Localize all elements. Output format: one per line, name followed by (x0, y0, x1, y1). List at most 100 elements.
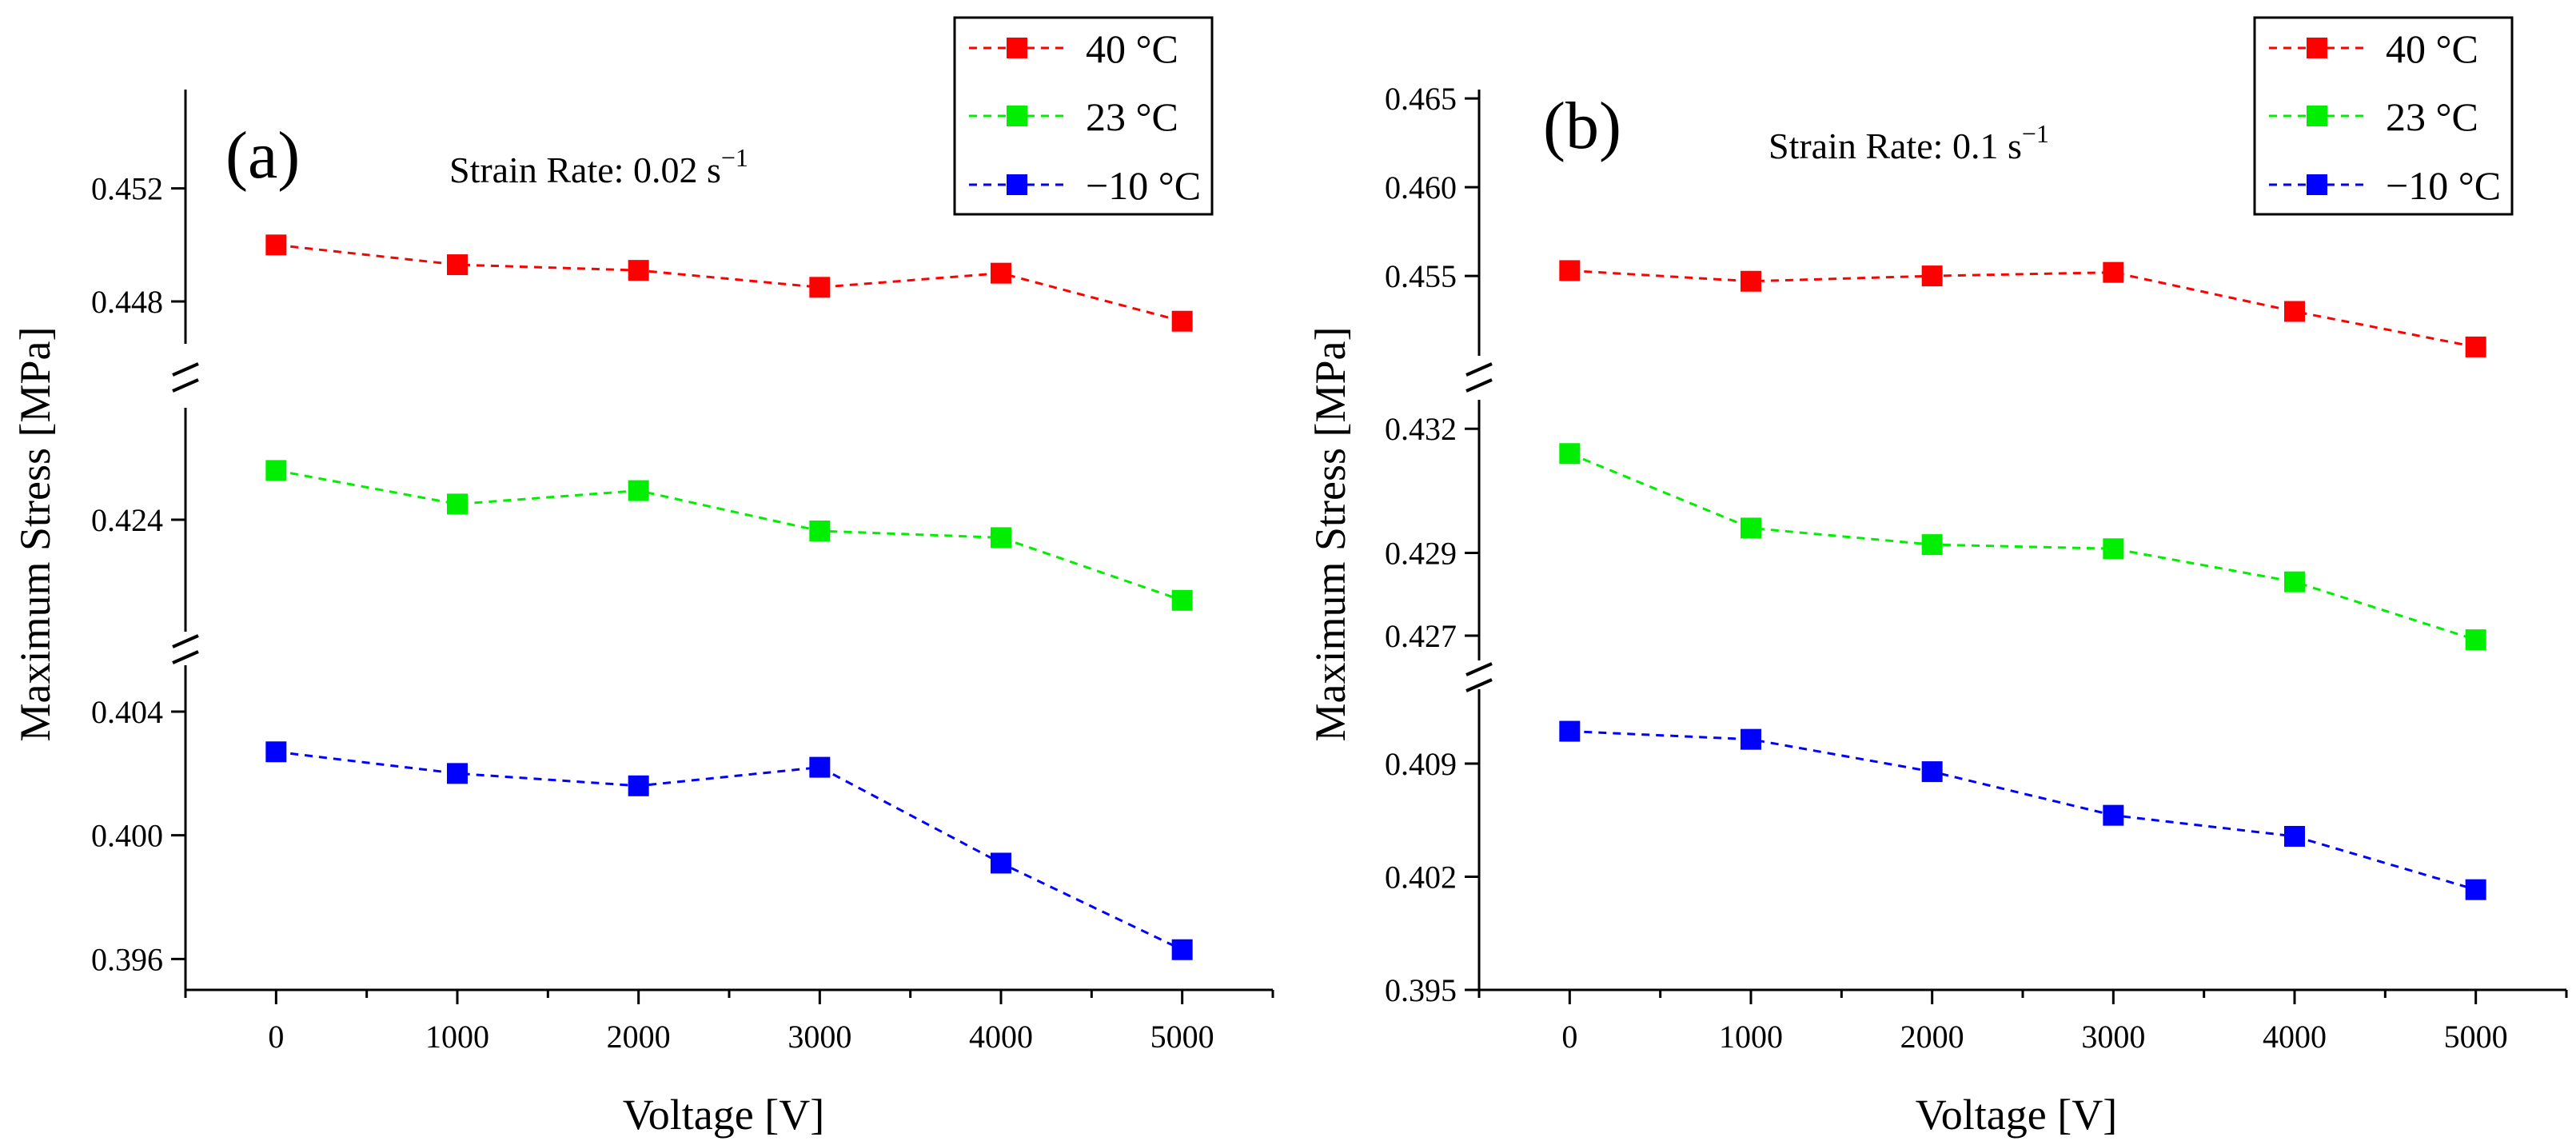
y-tick-label: 0.396 (91, 941, 163, 977)
legend: 40 °C 23 °C −10 °C (2253, 16, 2514, 216)
y-axis-title: Maximum Stress [MPa] (1306, 327, 1354, 742)
data-point (447, 254, 468, 276)
data-point (265, 460, 287, 481)
series-layer (1559, 260, 2486, 900)
data-point (1921, 265, 1943, 287)
data-point (2103, 261, 2124, 283)
x-tick-label: 4000 (969, 1019, 1033, 1055)
x-axis-title: Voltage [V] (623, 1091, 824, 1139)
data-point (2284, 825, 2305, 847)
legend: 40 °C 23 °C −10 °C (953, 16, 1214, 216)
x-tick-label: 3000 (788, 1019, 851, 1055)
y-tick-label: 0.429 (1385, 535, 1457, 571)
series-line (276, 469, 1183, 602)
y-tick-label: 0.465 (1385, 81, 1457, 117)
x-tick-label: 0 (1561, 1019, 1577, 1055)
data-point (991, 262, 1011, 284)
axis-break-mark (1465, 378, 1493, 393)
x-tick-label: 1000 (425, 1019, 489, 1055)
legend-entry: 23 °C (2269, 94, 2478, 139)
axis-break-mark (1465, 362, 1493, 377)
legend-label: 40 °C (1086, 26, 1178, 71)
legend-label: 23 °C (1086, 94, 1178, 139)
data-point (1559, 720, 1581, 742)
x-tick-label: 5000 (2444, 1019, 2508, 1055)
panel-label: (b) (1543, 89, 1621, 163)
chart-panel-a: (a) Strain Rate: 0.02 s−1 Voltage [V] Ma… (11, 16, 1274, 1139)
legend-entry: −10 °C (969, 163, 1201, 208)
legend-label: −10 °C (2386, 163, 2501, 208)
data-point (991, 527, 1011, 549)
x-axis-title: Voltage [V] (1916, 1091, 2117, 1139)
data-point (628, 260, 649, 281)
data-point (991, 852, 1011, 874)
legend-marker (1007, 174, 1027, 195)
data-point (2465, 336, 2486, 357)
x-tick-label: 0 (268, 1019, 284, 1055)
data-point (1559, 443, 1581, 465)
legend-box (2253, 16, 2514, 216)
data-point (1741, 517, 1761, 539)
y-tick-label: 0.432 (1385, 411, 1457, 447)
legend-entry: 40 °C (2269, 26, 2478, 71)
series-line (276, 750, 1183, 952)
axis-break-mark (1465, 662, 1493, 676)
axes: 0 1000 2000 3000 4000 5000 0.455 0.460 0.465 0.42… (1385, 81, 2568, 1055)
legend-marker (2307, 106, 2327, 126)
series-line (1569, 269, 2476, 349)
x-tick-label: 5000 (1150, 1019, 1214, 1055)
axis-break-mark (1465, 678, 1493, 692)
legend-marker (1007, 106, 1027, 126)
y-tick-label: 0.427 (1385, 618, 1457, 654)
chart-panel-b: (b) Strain Rate: 0.1 s−1 Voltage [V] Max… (1306, 16, 2568, 1139)
data-point (809, 277, 831, 298)
data-point (628, 775, 649, 796)
axis-break-mark (172, 362, 199, 377)
data-point (809, 521, 831, 541)
data-point (2284, 301, 2305, 322)
series-line (1569, 452, 2477, 641)
series-layer (265, 234, 1193, 960)
legend-label: −10 °C (1086, 163, 1201, 208)
y-tick-label: 0.395 (1385, 972, 1457, 1008)
y-tick-label: 0.400 (91, 818, 163, 854)
data-point (2284, 571, 2305, 592)
series-line (276, 243, 1183, 323)
axis-break-mark (172, 378, 199, 393)
y-tick-label: 0.452 (91, 171, 163, 207)
data-point (2465, 879, 2486, 900)
x-tick-label: 3000 (2081, 1019, 2145, 1055)
y-tick-label: 0.448 (91, 284, 163, 320)
data-point (2103, 804, 2124, 826)
axis-break-mark (172, 650, 199, 664)
data-point (2103, 538, 2124, 560)
x-tick-label: 4000 (2263, 1019, 2327, 1055)
y-tick-label: 0.402 (1385, 859, 1457, 895)
y-tick-label: 0.404 (91, 694, 163, 730)
data-point (1171, 589, 1193, 611)
legend-marker (1007, 38, 1027, 58)
data-point (447, 493, 468, 515)
data-point (809, 756, 831, 778)
data-point (447, 763, 468, 784)
data-point (2465, 629, 2486, 651)
data-point (1741, 270, 1761, 292)
legend-box (953, 16, 1214, 216)
strain-rate-annotation: Strain Rate: 0.02 s−1 (449, 143, 748, 190)
legend-label: 40 °C (2386, 26, 2478, 71)
axes: 0 1000 2000 3000 4000 5000 0.448 0.452 0.424 0.39… (91, 90, 1274, 1055)
axis-break-mark (172, 634, 199, 648)
legend-entry: −10 °C (2269, 163, 2501, 208)
legend-entry: 23 °C (969, 94, 1178, 139)
y-tick-label: 0.460 (1385, 170, 1457, 205)
x-tick-label: 1000 (1719, 1019, 1783, 1055)
data-point (1171, 939, 1193, 960)
strain-rate-annotation: Strain Rate: 0.1 s−1 (1769, 119, 2049, 166)
legend-entry: 40 °C (969, 26, 1178, 71)
y-tick-label: 0.455 (1385, 258, 1457, 294)
legend-marker (2307, 38, 2327, 58)
data-point (265, 234, 287, 256)
data-point (1921, 534, 1943, 556)
data-point (1921, 761, 1943, 783)
